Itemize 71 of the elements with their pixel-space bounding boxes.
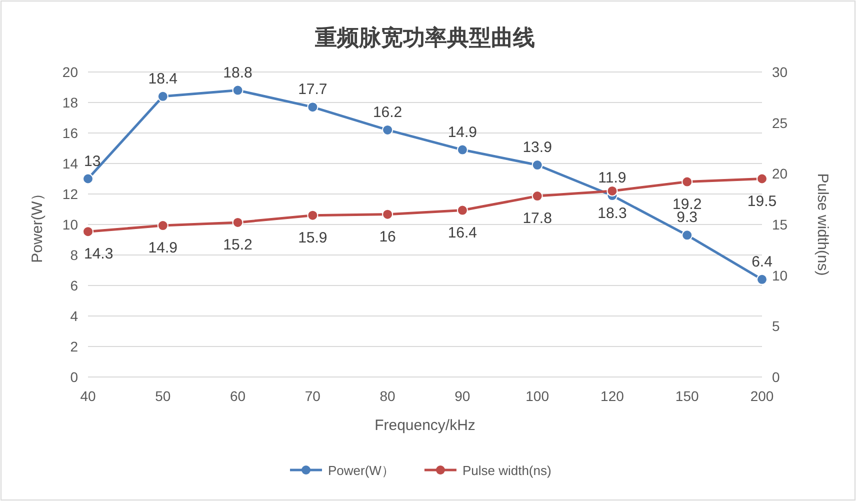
y-tick-label: 20 [62,64,78,80]
y-tick-label: 12 [62,186,78,202]
y-tick-label: 18 [62,94,78,110]
point [756,274,768,285]
chart-title: 重频脉宽功率典型曲线 [314,25,535,50]
y-tick-label: 8 [70,247,78,263]
y-tick-label: 16 [62,125,78,141]
x-tick-label: 50 [155,388,171,404]
data-label: 13.9 [522,139,552,156]
x-tick-label: 70 [304,388,321,404]
data-label: 13 [84,152,101,170]
y2-tick-label: 5 [772,318,780,334]
y2-tick-label: 15 [772,216,788,232]
y2-tick-label: 10 [772,267,788,284]
point [382,124,394,136]
point [382,208,394,220]
x-tick-label: 90 [454,388,470,404]
point [82,226,94,238]
x-tick-label: 80 [380,388,396,404]
point [606,185,618,196]
data-label: 17.7 [298,81,328,98]
data-label: 15.2 [223,236,252,254]
y2-tick-label: 25 [772,114,788,131]
y-tick-label: 2 [70,338,78,354]
data-label: 14.3 [84,246,114,263]
x-tick-label: 200 [750,388,774,404]
y-tick-label: 6 [70,278,78,294]
point [232,84,244,96]
data-label: 17.8 [522,210,552,228]
point [456,204,468,216]
y2-tick-label: 30 [772,64,788,80]
y2-tick-label: 0 [772,369,780,385]
x-tick-label: 40 [80,388,96,404]
data-label: 18.3 [598,204,627,222]
legend-label: Pulse width(ns) [462,463,552,478]
x-tick-label: 150 [675,388,700,404]
data-label: 18.8 [223,64,252,82]
point [157,90,168,102]
data-label: 16 [379,228,396,246]
data-label: 11.9 [598,170,626,187]
point [307,102,318,113]
point [157,220,168,232]
point [82,173,94,184]
y2-tick-label: 20 [772,166,788,182]
y2-axis-title: Pulse width(ns) [814,173,831,276]
point [307,210,318,221]
data-label: 15.9 [298,229,328,246]
data-label: 19.5 [747,192,777,210]
data-label: 18.4 [148,70,178,88]
data-label: 16.2 [372,104,402,121]
x-axis-title: Frequency/kHz [374,417,476,434]
data-label: 14.9 [148,240,178,257]
point [232,216,244,228]
x-tick-label: 100 [526,388,550,404]
x-tick-label: 120 [600,388,624,404]
y-tick-label: 0 [70,369,78,385]
point [456,144,468,156]
point [532,160,543,171]
y-tick-label: 14 [62,156,78,172]
y-axis-title: Power(W） [29,186,46,263]
point [756,173,768,184]
point [682,230,693,241]
legend-label: Power(W） [328,463,394,478]
point [532,190,543,202]
y-tick-label: 10 [62,216,78,232]
data-label: 16.4 [448,224,478,242]
x-tick-label: 60 [230,388,246,404]
data-label: 14.9 [448,124,478,141]
point [682,176,693,188]
data-label: 6.4 [752,253,772,270]
y-tick-label: 4 [70,308,78,324]
